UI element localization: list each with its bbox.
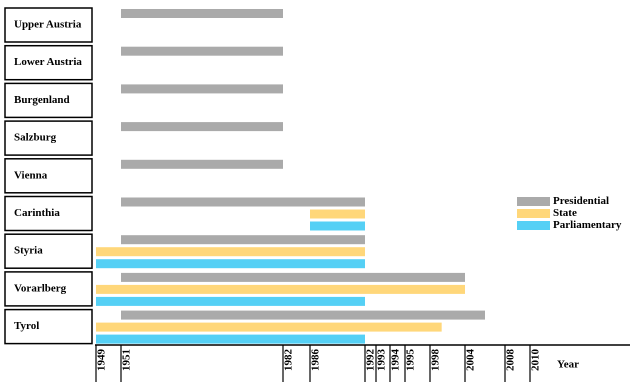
region-label: Carinthia [14,207,60,219]
x-tick-label: 2010 [530,349,542,372]
region-box [4,195,93,232]
bar [121,46,283,56]
region-box [4,158,93,194]
bar [121,310,485,320]
region-box [4,271,93,307]
bar [121,197,365,207]
bar [121,159,283,169]
region-label: Burgenland [14,94,70,106]
x-tick-label: 2008 [505,349,517,372]
region-box [4,233,93,269]
legend-label: Parliamentary [553,219,622,231]
region-box [4,82,93,119]
legend-swatch [517,197,550,206]
region-label: Vorarlberg [14,282,67,294]
x-tick-label: 1998 [430,349,442,372]
bar [96,284,465,294]
bar [96,334,365,344]
x-tick-label: 1951 [121,349,133,371]
x-tick-label: 1994 [390,349,402,372]
region-box [4,120,93,156]
x-tick-label: 2004 [465,349,477,372]
bar [96,247,365,257]
region-label: Vienna [14,169,48,181]
legend-swatch [517,221,550,230]
legend-swatch [517,209,550,218]
bar [121,272,465,282]
legend-label: Presidential [553,195,609,207]
x-tick-label: 1995 [405,349,417,372]
bar [310,209,365,219]
x-axis-label: Year [557,359,579,371]
x-tick-label: 1992 [365,349,377,372]
region-label: Tyrol [14,320,39,332]
bar [121,235,365,245]
region-box [4,44,93,81]
x-tick-label: 1993 [376,349,388,372]
x-tick-label: 1982 [283,349,295,372]
region-label: Salzburg [14,132,57,144]
bar [121,9,283,18]
region-label: Upper Austria [14,19,82,31]
region-label: Styria [14,245,43,257]
bar [96,296,365,306]
bar [96,259,365,269]
legend-label: State [553,207,577,219]
x-tick-label: 1949 [96,349,108,372]
bar [96,322,442,332]
region-box [4,308,93,345]
region-box [4,7,93,43]
x-tick-label: 1986 [310,349,322,372]
bar [310,221,365,231]
bar [121,122,283,132]
bar [121,84,283,94]
region-label: Lower Austria [14,56,82,68]
